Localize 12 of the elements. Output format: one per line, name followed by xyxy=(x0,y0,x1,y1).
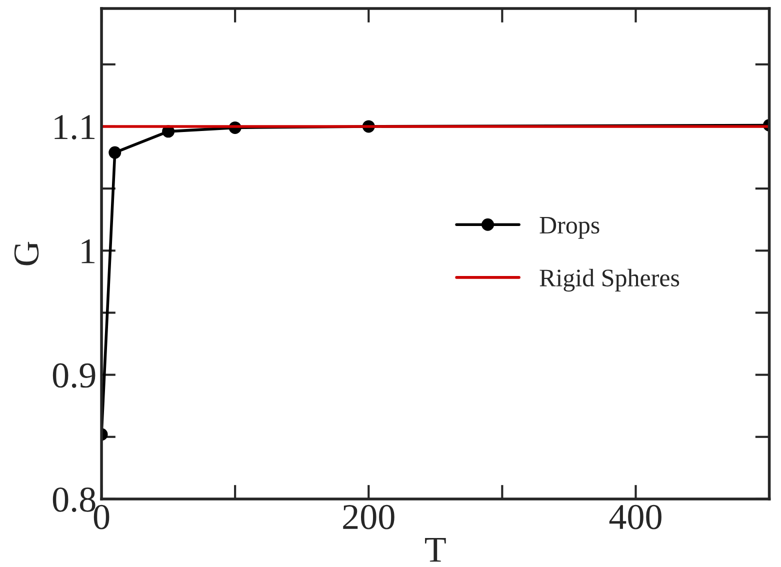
legend-label: Rigid Spheres xyxy=(540,268,680,292)
y-tick-label: 0.8 xyxy=(52,487,96,512)
x-tick-label: 200 xyxy=(343,504,394,530)
legend-label: Drops xyxy=(540,217,600,239)
y-axis-title: G xyxy=(14,242,39,266)
y-tick-label: 1.1 xyxy=(54,115,94,140)
x-tick-label: 0 xyxy=(94,504,110,530)
y-tick-label: 1 xyxy=(82,239,94,264)
y-tick-label: 0.9 xyxy=(52,363,96,388)
x-axis-title: T xyxy=(425,538,446,562)
x-tick-label: 400 xyxy=(609,504,662,530)
point xyxy=(108,146,122,159)
